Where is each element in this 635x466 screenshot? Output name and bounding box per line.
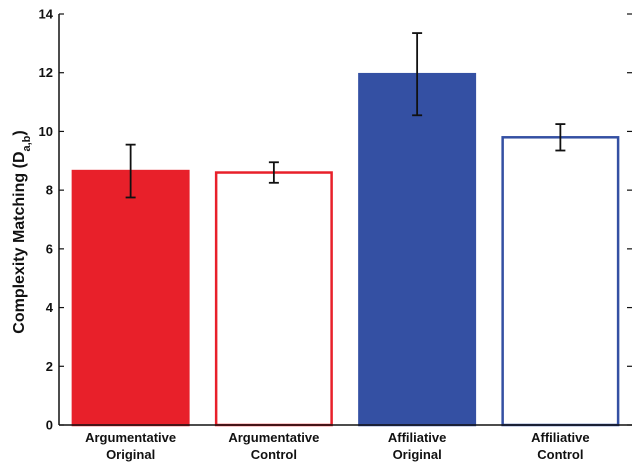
y-tick-label-5: 10 [39,124,53,139]
y-tick-label-6: 12 [39,65,53,80]
error-bars-group [125,32,566,199]
y-tick-label-7: 14 [39,7,54,22]
x-category-label-1-1: Control [251,447,297,462]
y-tick-label-3: 6 [46,241,53,256]
x-category-label-2-1: Original [393,447,442,462]
x-category-label-1-0: Argumentative [228,430,319,445]
bar-2 [358,72,477,427]
x-axis-labels: Argumentative Original Argumentative Contro… [85,430,590,462]
x-category-label-3-0: Affiliative [531,430,590,445]
x-category-label-2-0: Affiliative [388,430,447,445]
bar-3 [501,136,620,427]
x-category-label-0-0: Argumentative [85,430,176,445]
y-tick-label-1: 2 [46,359,53,374]
bar-0 [71,169,190,427]
x-category-label-3-1: Control [537,447,583,462]
bar-1 [214,171,333,427]
y-axis-ticks: 0 2 4 6 8 10 12 14 [39,7,632,433]
y-tick-label-2: 4 [46,300,54,315]
y-axis-label-subscript: a,b [21,135,33,151]
x-category-label-0-1: Original [106,447,155,462]
y-tick-label-0: 0 [46,418,53,433]
y-tick-label-4: 8 [46,183,53,198]
y-axis-label-suffix: ) [11,130,28,135]
y-axis-label-main: Complexity Matching (D [11,152,28,334]
y-axis-label: Complexity Matching (Da,b) [11,130,33,333]
